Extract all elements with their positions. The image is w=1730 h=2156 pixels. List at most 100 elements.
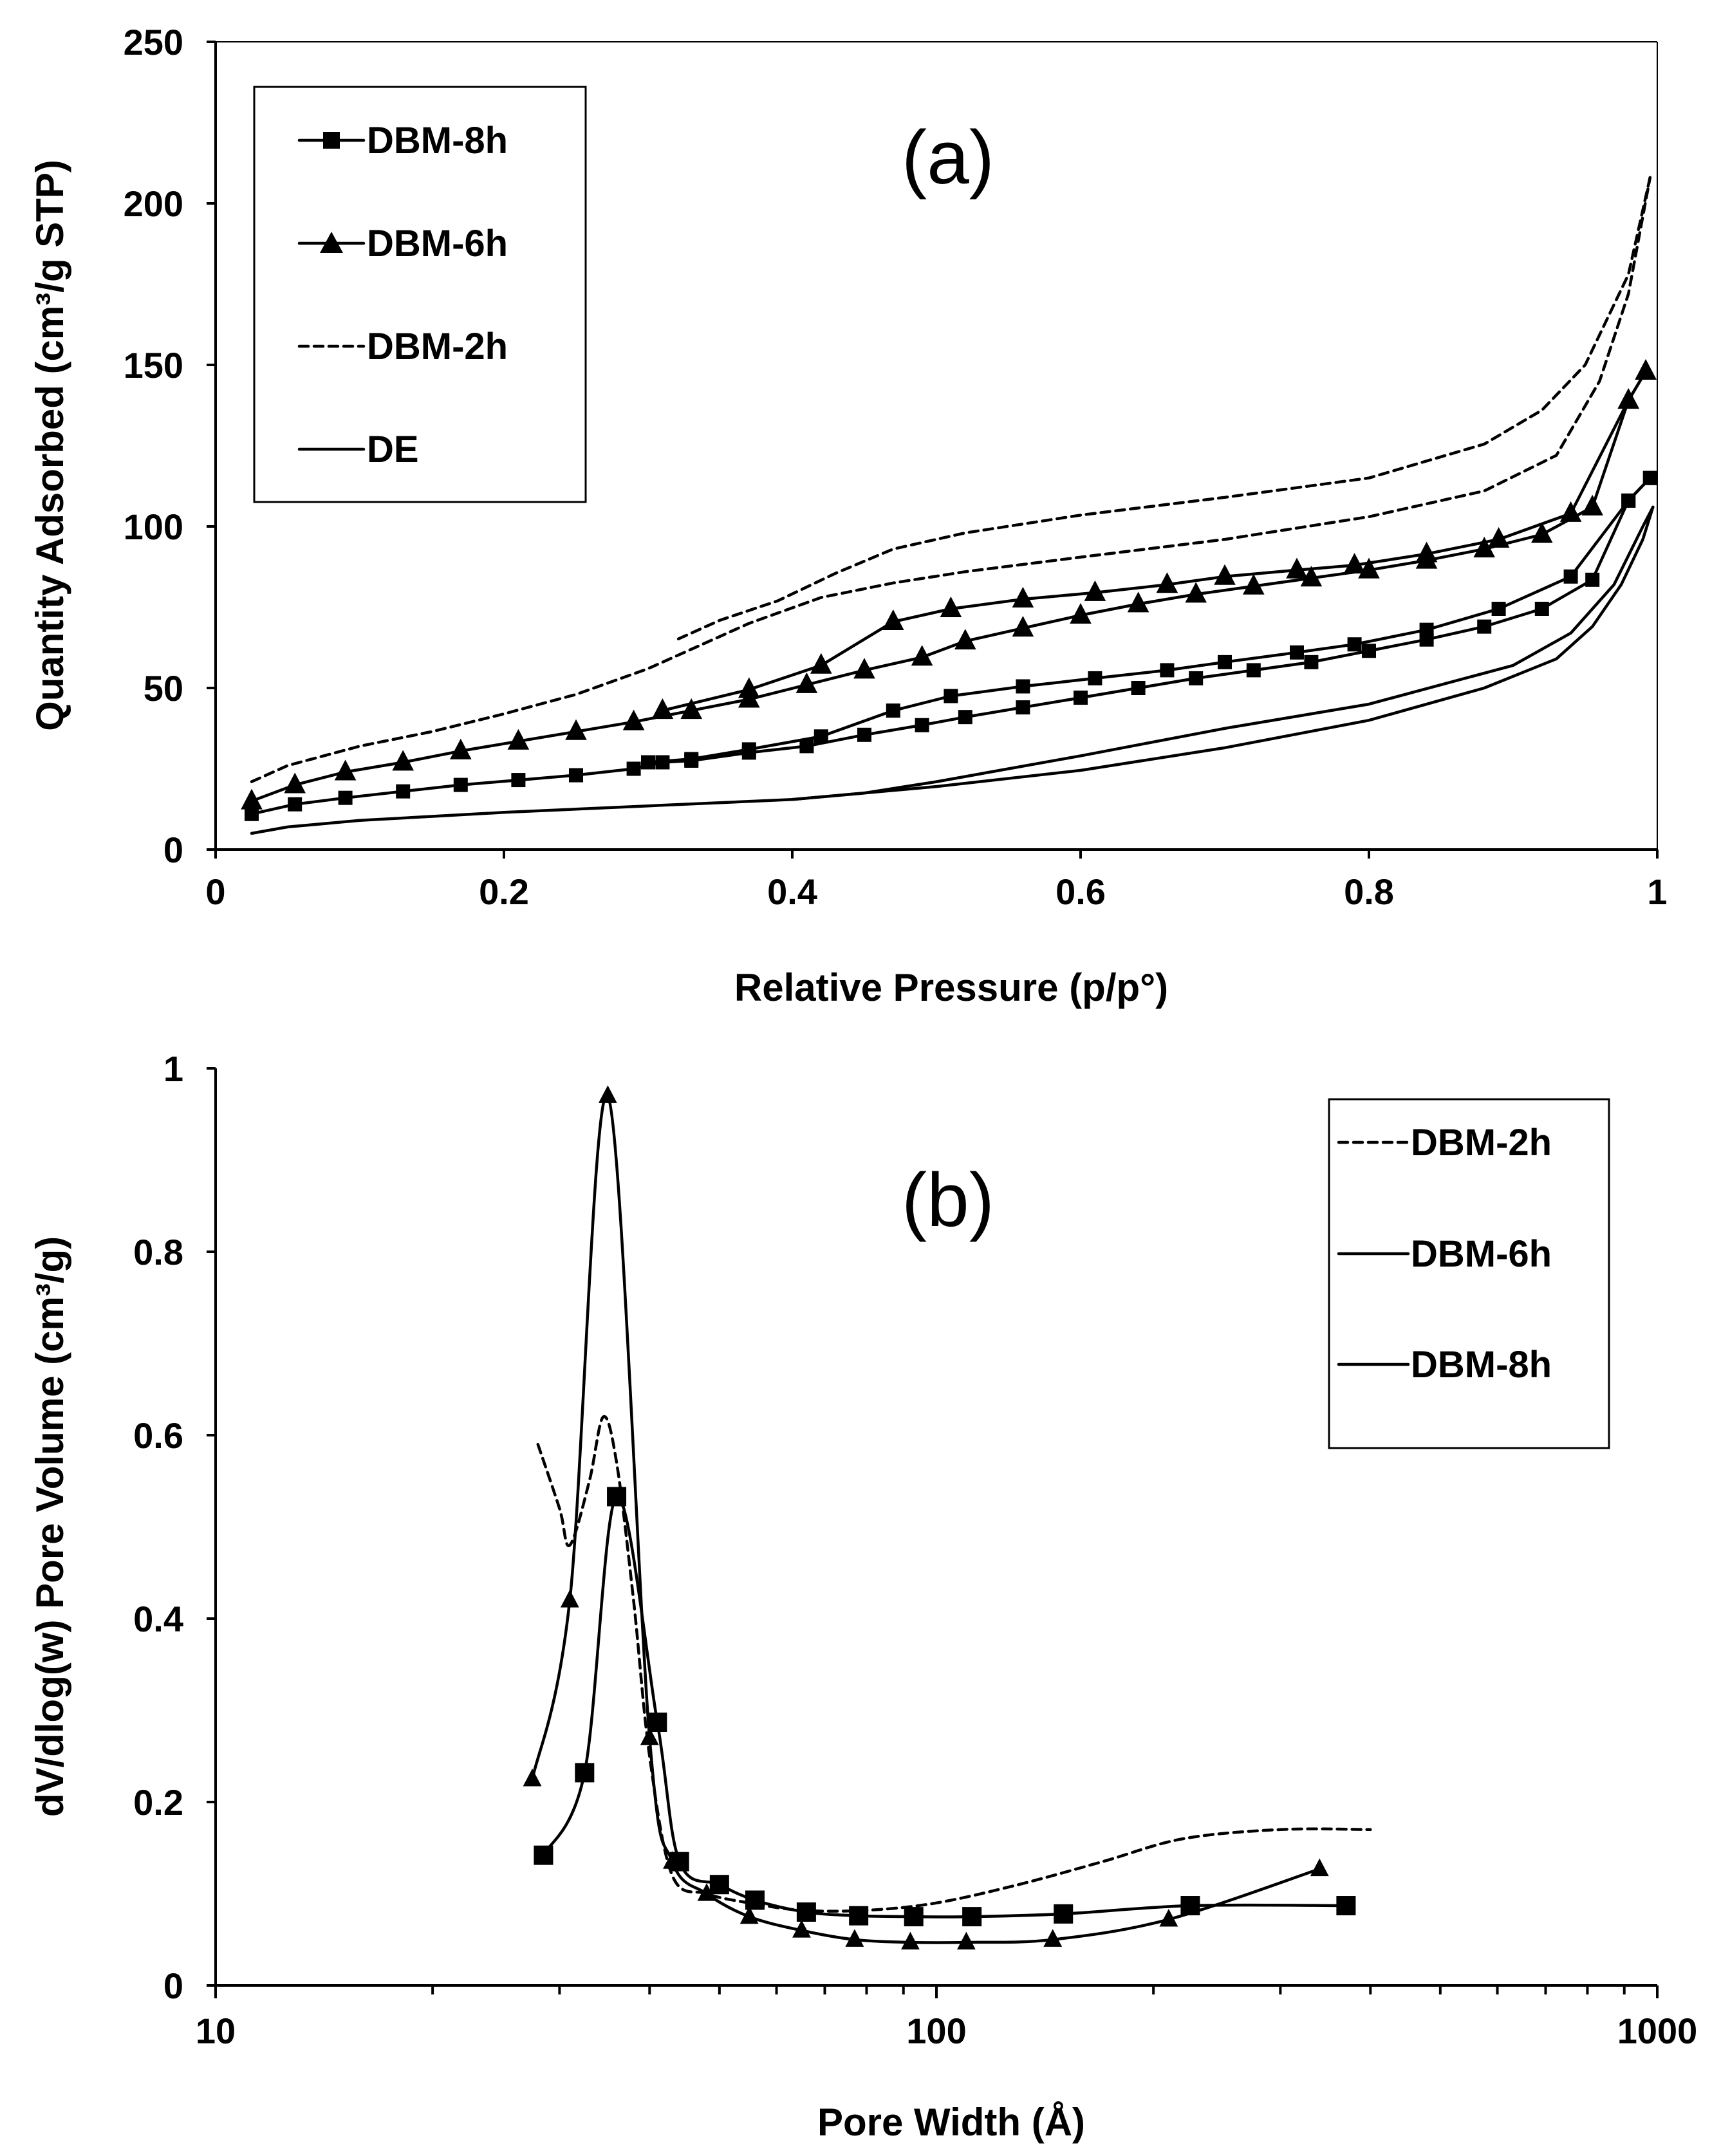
- dbm-8h-point: [904, 1907, 924, 1927]
- b-y-tick-label: 0: [163, 1965, 183, 2006]
- dbm-8h-desorption-point: [886, 703, 900, 718]
- panel-a-ticks: 0 0.2 0.4 0.6 0.8 1 0 50 100 150 200 250: [124, 22, 1668, 912]
- dbm-8h-desorption-point: [684, 752, 699, 767]
- dbm-6h-point: [640, 1727, 659, 1745]
- dbm-6h-point: [523, 1769, 542, 1787]
- dbm-8h-desorption-point: [1160, 663, 1175, 678]
- b-x-tick-label: 1000: [1617, 2011, 1698, 2051]
- series-dbm-8h: [245, 470, 1657, 821]
- dbm-2h-curve: [536, 1415, 1372, 1913]
- dbm-2h-desorption-line: [675, 176, 1652, 641]
- dbm-6h-desorption-point: [738, 677, 760, 698]
- dbm-6h-point: [1043, 1929, 1063, 1947]
- dbm-8h-point: [575, 1763, 595, 1783]
- panel-b-label: (b): [902, 1158, 994, 1243]
- panel-b-legend-box: [1328, 1098, 1610, 1449]
- dbm-8h-adsorption-line: [250, 476, 1652, 816]
- panel-a-y-axis-title: Quantity Adsorbed (cm³/g STP): [28, 160, 71, 731]
- dbm-6h-point: [1310, 1858, 1329, 1877]
- dbm-8h-adsorption-point: [857, 727, 871, 742]
- dbm-8h-desorption-point: [1419, 622, 1434, 637]
- dbm-8h-adsorption-point: [1477, 619, 1492, 634]
- dbm-6h-adsorption-point: [565, 719, 587, 740]
- b-y-tick-label: 1: [163, 1048, 183, 1089]
- dbm-6h-desorption-point: [1156, 572, 1178, 593]
- dbm-6h-desorption-point: [882, 609, 904, 631]
- dbm-8h-adsorption-point: [915, 718, 929, 732]
- dbm-2h-adsorption-line: [250, 176, 1652, 783]
- legend-a-marker-dbm-6h: [320, 232, 343, 253]
- dbm-8h-adsorption-point: [1246, 663, 1261, 678]
- de-desorption-line: [790, 505, 1655, 801]
- dbm-6h-adsorption-point: [911, 645, 933, 666]
- dbm-6h-desorption-point: [1286, 557, 1308, 579]
- dbm-8h-adsorption-point: [1189, 671, 1204, 685]
- dbm-8h-desorption-point: [1016, 679, 1030, 694]
- dbm-8h-point: [849, 1906, 869, 1926]
- dbm-6h-adsorption-point: [284, 772, 306, 794]
- dbm-6h-desorption-point: [940, 596, 962, 617]
- legend-b-label-dbm-8h: DBM-8h: [1411, 1344, 1552, 1386]
- panel-b-legend: DBM-2h DBM-6h DBM-8h: [1328, 1098, 1610, 1449]
- dbm-6h-desorption-point: [1415, 541, 1438, 562]
- a-x-tick-label: 1: [1647, 871, 1667, 912]
- dbm-8h-adsorption-point: [799, 739, 814, 754]
- dbm-8h-desorption-point: [814, 729, 828, 744]
- panel-a-legend: DBM-8h DBM-6h DBM-2h DE: [253, 86, 587, 503]
- b-y-tick-label: 0.6: [133, 1415, 183, 1456]
- series-dbm-8h: [534, 1487, 1356, 1927]
- a-x-tick-label: 0.4: [767, 871, 817, 912]
- legend-a-label-dbm-8h: DBM-8h: [367, 120, 508, 162]
- dbm-8h-point: [647, 1713, 667, 1733]
- dbm-8h-point: [709, 1875, 729, 1895]
- a-y-tick-label: 150: [124, 345, 183, 386]
- a-y-tick-label: 100: [124, 506, 183, 547]
- dbm-6h-desorption-point: [651, 698, 674, 720]
- panel-a-legend-box: [253, 86, 587, 503]
- dbm-8h-adsorption-point: [1362, 644, 1376, 658]
- dbm-8h-adsorption-point: [453, 777, 468, 792]
- a-x-tick-label: 0: [205, 871, 225, 912]
- dbm-6h-adsorption-point: [1185, 582, 1207, 603]
- dbm-8h-desorption-point: [641, 755, 655, 770]
- dbm-8h-adsorption-point: [626, 761, 641, 776]
- dbm-6h-desorption-point: [1559, 501, 1582, 522]
- panel-b-ticks: 10 100 1000 0 0.2 0.4 0.6 0.8 1: [133, 1048, 1697, 2051]
- dbm-8h-desorption-point: [1491, 602, 1506, 617]
- dbm-6h-point: [792, 1920, 811, 1938]
- legend-a-marker-dbm-8h: [323, 132, 340, 149]
- panel-b-x-axis-title: Pore Width (Å): [817, 2101, 1085, 2144]
- dbm-6h-adsorption-point: [1531, 522, 1553, 543]
- dbm-6h-adsorption-point: [507, 729, 530, 750]
- dbm-6h-desorption-point: [810, 653, 832, 674]
- b-y-tick-label: 0.8: [133, 1232, 183, 1272]
- dbm-6h-point: [697, 1883, 716, 1901]
- a-y-tick-label: 250: [124, 22, 183, 62]
- legend-a-label-dbm-2h: DBM-2h: [367, 326, 508, 367]
- legend-b-label-dbm-6h: DBM-6h: [1411, 1233, 1552, 1275]
- panel-a-label: (a): [902, 115, 994, 200]
- dbm-8h-adsorption-point: [1016, 700, 1030, 715]
- dbm-6h-adsorption-point: [334, 759, 357, 781]
- dbm-8h-point: [1336, 1896, 1356, 1916]
- dbm-8h-desorption-point: [1088, 671, 1102, 685]
- b-x-tick-label: 100: [906, 2011, 966, 2051]
- legend-a-label-dbm-6h: DBM-6h: [367, 223, 508, 265]
- dbm-6h-adsorption-point: [241, 788, 263, 810]
- dbm-6h-point: [739, 1906, 759, 1924]
- a-x-tick-label: 0.6: [1056, 871, 1106, 912]
- dbm-8h-desorption-point: [1621, 493, 1636, 508]
- a-y-tick-label: 50: [144, 668, 183, 709]
- a-x-tick-label: 0.8: [1344, 871, 1394, 912]
- dbm-8h-adsorption-point: [1074, 691, 1088, 705]
- dbm-6h-adsorption-point: [1127, 591, 1149, 613]
- dbm-6h-adsorption-point: [392, 750, 414, 771]
- dbm-8h-adsorption-point: [1304, 655, 1319, 669]
- dbm-8h-adsorption-point: [958, 710, 972, 725]
- dbm-8h-point: [796, 1902, 816, 1922]
- dbm-6h-point: [901, 1931, 920, 1950]
- panel-b-y-axis-title: dV/dlog(w) Pore Volume (cm³/g): [28, 1236, 71, 1817]
- dbm-6h-point: [1159, 1909, 1178, 1927]
- dbm-8h-desorption-point: [1218, 655, 1232, 669]
